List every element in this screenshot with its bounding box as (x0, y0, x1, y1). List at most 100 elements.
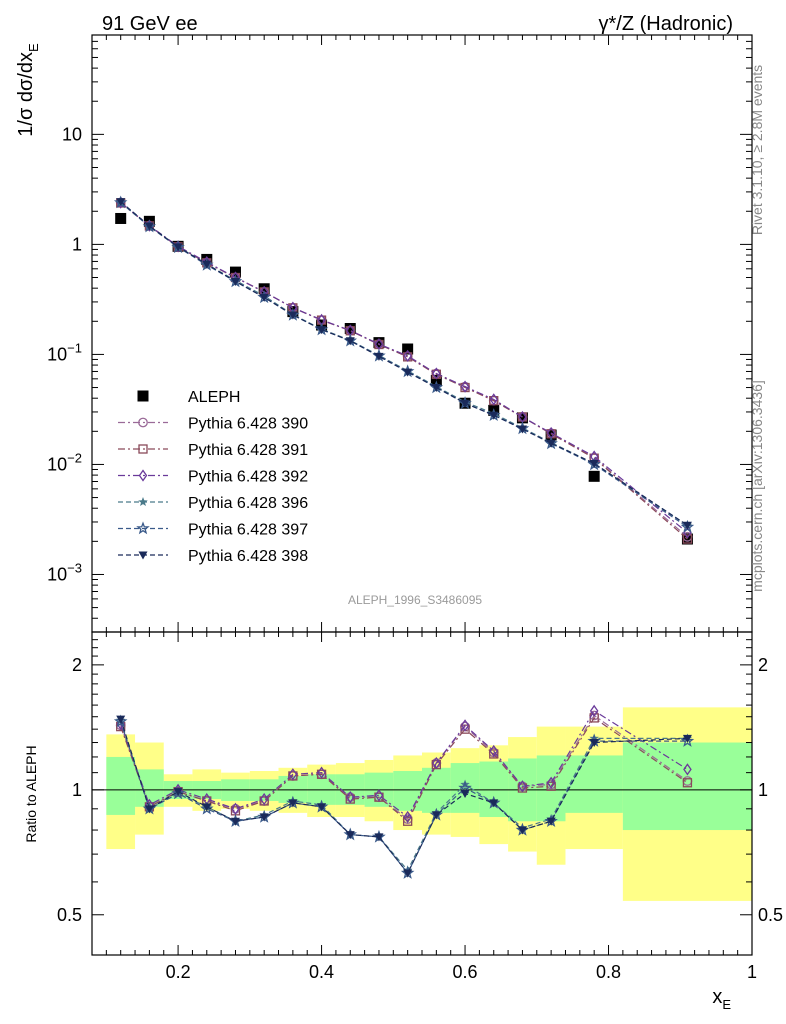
data-point (231, 802, 240, 815)
data-point (403, 368, 413, 377)
legend-entry: Pythia 6.428 398 (118, 548, 308, 565)
data-point (317, 326, 327, 335)
data-point (682, 521, 692, 530)
x-tick-label: 0.2 (166, 962, 191, 982)
data-point (317, 766, 326, 779)
data-point (489, 749, 499, 759)
legend: ALEPH Pythia 6.428 390 Pythia 6.428 391 Pyt… (118, 389, 308, 565)
ratio-band-inner (422, 767, 451, 813)
legend-label: Pythia 6.428 390 (188, 416, 308, 433)
data-point (516, 412, 528, 424)
ratio-band-inner (106, 756, 136, 815)
ratio-line (120, 717, 688, 823)
main-series (113, 195, 695, 545)
data-point (138, 551, 148, 560)
data-point (344, 323, 356, 335)
data-point (460, 399, 470, 408)
data-point (288, 311, 298, 320)
data-point (345, 337, 355, 346)
data-point (288, 799, 298, 808)
ratio-series (113, 704, 695, 879)
legend-entry: Pythia 6.428 392 (118, 469, 308, 486)
main-y-axis-label: 1/σ dσ/dxE (15, 43, 41, 137)
ratio-x-axis-label: xE (712, 986, 731, 1012)
data-point (345, 791, 355, 804)
data-point (431, 384, 441, 393)
data-point (374, 352, 384, 361)
data-point (138, 497, 148, 507)
watermark: ALEPH_1996_S3486095 (348, 593, 482, 607)
data-point (431, 811, 441, 820)
legend-label: Pythia 6.428 391 (188, 442, 308, 459)
side-label-top: Rivet 3.1.10, ≥ 2.8M events (749, 65, 765, 235)
x-tick-label: 0.4 (309, 962, 334, 982)
data-point (317, 803, 327, 812)
legend-entry: Pythia 6.428 397 (118, 521, 308, 539)
data-point (374, 833, 384, 842)
data-point (403, 349, 412, 363)
data-point (144, 805, 154, 814)
ratio-y-tick-label-right: 1 (758, 780, 768, 800)
data-point (518, 780, 527, 793)
data-point (682, 778, 693, 788)
data-point (588, 470, 600, 482)
y-tick-label: 10−3 (47, 560, 82, 584)
ratio-line (120, 709, 688, 818)
y-tick-label: 10 (62, 124, 82, 144)
data-point (517, 826, 527, 835)
data-point (680, 734, 695, 747)
data-point (681, 533, 693, 545)
data-point (138, 444, 148, 454)
ratio-y-tick-label: 0.5 (57, 905, 82, 925)
data-point (374, 789, 384, 802)
ratio-y-tick-label: 2 (72, 655, 82, 675)
data-point (589, 459, 599, 468)
data-point (373, 337, 385, 349)
data-point (432, 367, 441, 380)
data-point (402, 343, 414, 355)
ratio-y-axis-label: Ratio to ALEPH (23, 745, 39, 842)
data-point (489, 393, 499, 406)
y-tick-label: 10−1 (47, 340, 82, 364)
y-tick-label: 1 (72, 234, 82, 254)
data-point (403, 810, 412, 824)
ratio-y-tick-label-right: 0.5 (758, 905, 783, 925)
data-point (288, 768, 298, 781)
data-point (137, 390, 149, 402)
data-point (460, 789, 470, 798)
data-point (138, 469, 148, 482)
legend-entry: Pythia 6.428 390 (118, 416, 308, 433)
y-tick-label: 10−2 (47, 450, 82, 474)
x-tick-label: 0.8 (596, 962, 621, 982)
data-point (259, 792, 269, 806)
data-point (517, 425, 527, 434)
legend-label: Pythia 6.428 396 (188, 495, 308, 512)
legend-label: ALEPH (188, 389, 240, 406)
data-point (546, 776, 556, 789)
data-point (489, 799, 499, 808)
data-point (589, 739, 599, 748)
data-point (589, 704, 599, 717)
data-point (460, 719, 470, 732)
series-pythia-6-428-398 (116, 198, 692, 530)
side-label-bottom: mcplots.cern.ch [arXiv:1306.3436] (749, 380, 765, 592)
data-point (138, 417, 148, 428)
ratio-line (120, 718, 688, 875)
x-tick-label: 1 (747, 962, 757, 982)
data-point (460, 380, 470, 393)
legend-entry: ALEPH (137, 389, 240, 406)
ratio-y-tick-label-right: 2 (758, 655, 768, 675)
data-point (589, 733, 599, 743)
data-point (430, 374, 442, 386)
legend-label: Pythia 6.428 397 (188, 522, 308, 539)
data-point (682, 734, 692, 743)
data-point (489, 411, 499, 420)
header-right: γ*/Z (Hadronic) (599, 13, 733, 35)
data-point (202, 260, 212, 269)
main-plot-frame (91, 34, 753, 633)
data-point (136, 521, 150, 535)
data-point (173, 788, 183, 797)
data-point (683, 763, 692, 776)
ratio-band-inner (393, 771, 422, 811)
